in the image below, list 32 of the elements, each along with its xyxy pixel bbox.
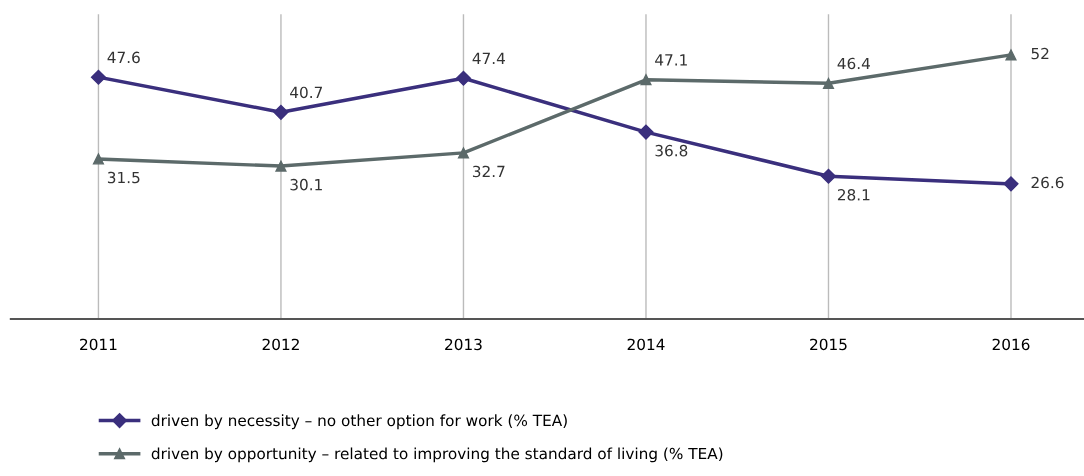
point [455,70,472,86]
point [1005,49,1017,61]
data-label: 40.7 [290,86,322,99]
data-label: 36.8 [655,144,688,157]
data-label: 47.6 [107,51,140,64]
data-label: 30.1 [290,178,322,191]
x-tick-label: 2012 [262,338,299,351]
point [92,153,105,165]
data-label: 52 [1031,47,1049,60]
data-label: 47.4 [472,52,505,64]
point [275,160,287,172]
point [90,69,107,85]
data-label: 26.6 [1031,176,1064,189]
x-tick-label: 2016 [992,338,1030,351]
x-tick-label: 2013 [445,338,482,351]
data-label: 46.4 [837,57,870,70]
data-label: 47.1 [655,54,687,66]
point [822,77,835,89]
x-tick-label: 2011 [80,338,117,351]
point [640,74,652,86]
data-label: 31.5 [107,171,140,184]
point [638,124,654,140]
legend-label: driven by opportunity – related to improving the standard of living (% TEA) [151,447,723,463]
point [820,168,837,184]
x-tick-label: 2014 [627,338,665,351]
point [1003,176,1019,192]
point [457,147,470,159]
data-label: 28.1 [837,189,870,201]
x-tick-label: 2015 [810,338,847,351]
legend-label: driven by necessity – no other option for work (% TEA) [151,414,567,430]
point [273,104,289,120]
data-label: 32.7 [472,165,505,178]
